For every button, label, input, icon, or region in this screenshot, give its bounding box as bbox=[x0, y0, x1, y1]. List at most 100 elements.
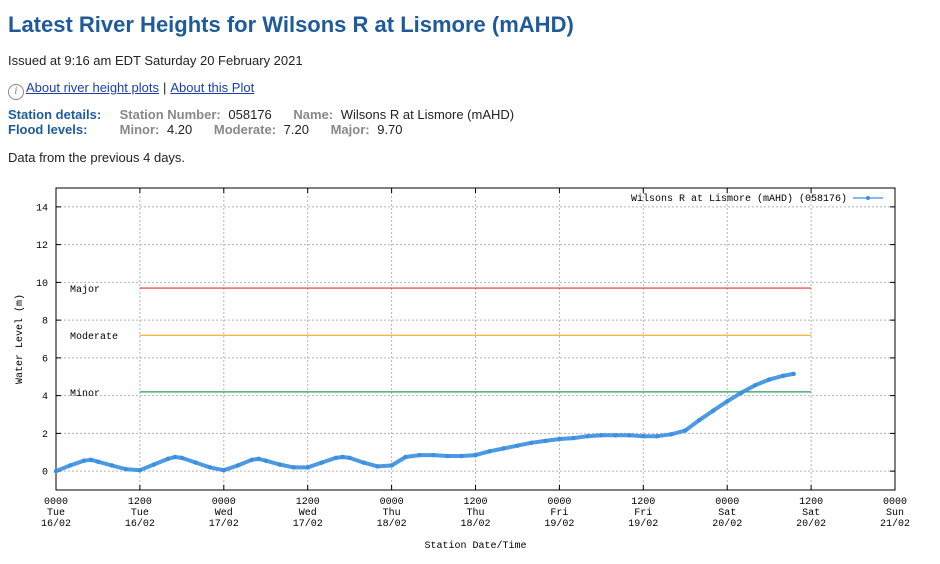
data-point bbox=[172, 454, 178, 460]
data-point bbox=[340, 454, 345, 460]
x-tick-day: Tue bbox=[47, 508, 65, 519]
data-point bbox=[752, 383, 758, 388]
data-point bbox=[791, 371, 796, 377]
major-key: Major: bbox=[330, 122, 370, 137]
help-links: i About river height plots | About this Plo… bbox=[8, 80, 254, 100]
x-tick-date: 19/02 bbox=[544, 518, 574, 530]
data-point bbox=[738, 390, 744, 395]
minor-key: Minor: bbox=[119, 122, 160, 137]
x-tick-date: 17/02 bbox=[209, 518, 239, 530]
x-tick-time: 0000 bbox=[380, 497, 404, 508]
moderate-key: Moderate: bbox=[213, 122, 277, 137]
data-point bbox=[361, 460, 366, 465]
legend-marker bbox=[866, 196, 870, 200]
page-title: Latest River Heights for Wilsons R at Li… bbox=[8, 12, 574, 37]
about-this-plot-link[interactable]: About this Plot bbox=[170, 80, 255, 95]
y-tick-label: 2 bbox=[42, 430, 48, 441]
data-range-note: Data from the previous 4 days. bbox=[8, 150, 186, 165]
x-tick-time: 1200 bbox=[128, 497, 152, 508]
data-point bbox=[151, 462, 157, 467]
x-tick-day: Sat bbox=[802, 508, 820, 519]
y-tick-label: 8 bbox=[42, 317, 48, 328]
data-point bbox=[599, 433, 604, 438]
data-point bbox=[305, 465, 310, 470]
x-tick-date: 20/02 bbox=[796, 518, 826, 530]
x-tick-day: Wed bbox=[215, 507, 233, 519]
station-name-value: Wilsons R at Lismore (mAHD) bbox=[340, 107, 515, 122]
x-tick-day: Fri bbox=[550, 507, 568, 519]
legend-label: Wilsons R at Lismore (mAHD) (058176) bbox=[631, 193, 847, 205]
data-point bbox=[235, 463, 240, 468]
minor-value: 4.20 bbox=[166, 122, 193, 137]
x-tick-date: 18/02 bbox=[460, 518, 490, 530]
data-point bbox=[655, 434, 660, 439]
x-tick-day: Thu bbox=[466, 507, 484, 519]
data-point bbox=[417, 452, 422, 458]
x-tick-day: Wed bbox=[299, 507, 317, 519]
moderate-value: 7.20 bbox=[283, 122, 309, 137]
issued-timestamp: Issued at 9:16 am EDT Saturday 20 Februa… bbox=[8, 53, 303, 68]
x-tick-time: 0000 bbox=[883, 497, 907, 508]
x-tick-date: 20/02 bbox=[712, 518, 742, 530]
data-point bbox=[123, 467, 129, 472]
x-tick-day: Sun bbox=[886, 508, 904, 519]
y-tick-label: 4 bbox=[42, 392, 48, 403]
data-point bbox=[683, 428, 688, 433]
data-point bbox=[291, 465, 296, 470]
about-river-height-plots-link[interactable]: About river height plots bbox=[26, 80, 159, 95]
series-line bbox=[54, 371, 796, 474]
info-icon: i bbox=[8, 84, 24, 100]
data-point bbox=[725, 399, 730, 404]
y-tick-label: 0 bbox=[42, 468, 48, 479]
flood-levels-row: Flood levels: Minor: 4.20 Moderate: 7.20… bbox=[8, 122, 532, 137]
data-point bbox=[697, 417, 702, 423]
link-separator: | bbox=[162, 80, 167, 95]
data-point bbox=[501, 446, 506, 451]
data-point bbox=[473, 452, 478, 458]
data-point bbox=[256, 456, 261, 462]
data-point bbox=[641, 434, 646, 439]
data-point bbox=[193, 460, 199, 465]
data-point bbox=[179, 455, 185, 461]
threshold-label-minor: Minor bbox=[70, 388, 100, 400]
data-point bbox=[445, 453, 450, 459]
x-tick-time: 1200 bbox=[296, 497, 320, 508]
data-point bbox=[95, 459, 101, 464]
data-point bbox=[249, 457, 254, 462]
data-point bbox=[263, 458, 268, 463]
data-point bbox=[207, 465, 213, 470]
x-tick-date: 16/02 bbox=[41, 518, 71, 530]
data-point bbox=[571, 435, 576, 441]
data-point bbox=[711, 408, 716, 413]
x-tick-day: Fri bbox=[634, 507, 652, 519]
data-point bbox=[780, 373, 786, 379]
x-tick-date: 19/02 bbox=[628, 518, 658, 530]
station-name-key: Name: bbox=[293, 107, 334, 122]
data-point bbox=[459, 453, 464, 459]
data-point bbox=[277, 462, 282, 467]
major-value: 9.70 bbox=[377, 122, 403, 137]
y-axis-label: Water Level (m) bbox=[14, 294, 26, 384]
data-point bbox=[88, 457, 94, 462]
data-point bbox=[557, 436, 562, 442]
x-tick-time: 1200 bbox=[799, 497, 823, 508]
data-point bbox=[389, 463, 394, 468]
data-point bbox=[319, 460, 324, 465]
data-point bbox=[543, 438, 548, 444]
data-point bbox=[613, 433, 618, 438]
data-point bbox=[53, 468, 59, 474]
station-number-value: 058176 bbox=[228, 107, 272, 122]
y-tick-label: 12 bbox=[36, 241, 48, 252]
x-tick-time: 1200 bbox=[631, 497, 655, 508]
river-height-chart: 024681012140000Tue16/021200Tue16/020000W… bbox=[14, 187, 910, 552]
data-point bbox=[529, 440, 534, 446]
x-axis-label: Station Date/Time bbox=[424, 540, 526, 552]
data-point bbox=[137, 467, 143, 473]
station-row: Station details: Station Number: 058176 … bbox=[8, 107, 532, 122]
data-point bbox=[627, 433, 632, 438]
data-point bbox=[375, 464, 380, 469]
data-point bbox=[221, 467, 226, 473]
data-point bbox=[347, 455, 352, 461]
data-point bbox=[403, 454, 408, 460]
y-tick-label: 6 bbox=[42, 354, 48, 365]
